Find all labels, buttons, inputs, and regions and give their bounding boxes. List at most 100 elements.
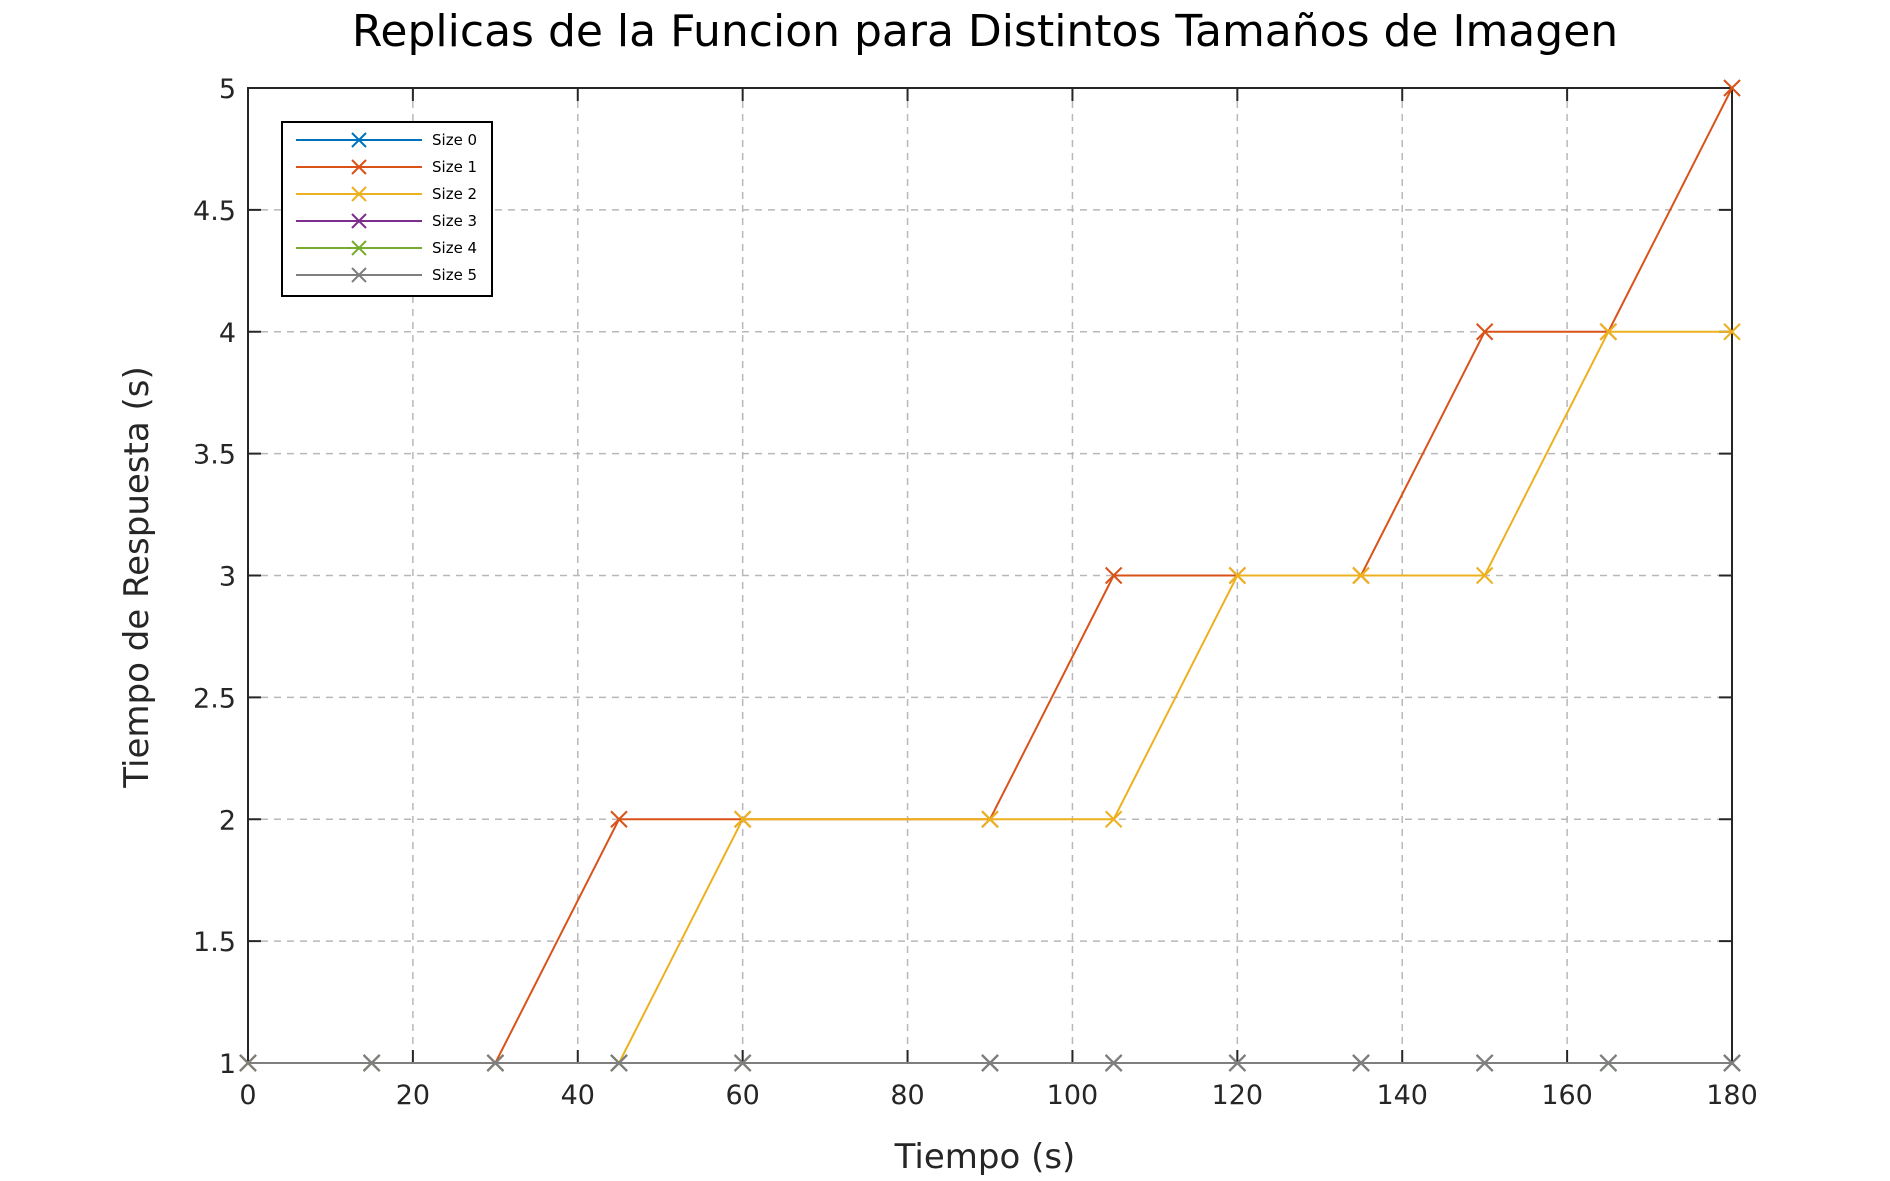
marker-stroke [733, 810, 752, 828]
marker-stroke [351, 159, 367, 175]
legend-marker [351, 159, 367, 175]
legend-item: Size 1 [296, 158, 477, 176]
legend-label: Size 2 [432, 185, 477, 203]
legend-item: Size 4 [296, 239, 477, 257]
marker-stroke [610, 1054, 628, 1072]
marker-stroke [351, 132, 367, 148]
x-tick-label: 160 [1541, 1080, 1593, 1111]
legend-item: Size 2 [296, 185, 477, 203]
y-tick-label: 4 [219, 318, 236, 349]
data-point [1475, 323, 1494, 341]
x-tick-label: 60 [725, 1080, 759, 1111]
x-tick-label: 140 [1376, 1080, 1428, 1111]
data-point [1104, 1054, 1123, 1072]
legend-marker [351, 213, 367, 229]
legend-label: Size 3 [432, 212, 477, 230]
marker-stroke [351, 267, 367, 283]
marker-stroke [981, 1054, 999, 1072]
x-tick-label: 180 [1706, 1080, 1758, 1111]
marker-stroke [1104, 810, 1123, 828]
x-axis-label: Tiempo (s) [894, 1137, 1076, 1177]
marker-stroke [981, 810, 999, 828]
data-point [733, 810, 752, 828]
legend-marker [351, 132, 367, 148]
y-tick-label: 3.5 [193, 440, 236, 471]
marker-stroke [351, 213, 367, 229]
y-axis-label: Tiempo de Respuesta (s) [117, 366, 157, 788]
legend: Size 0 Size 1 Size 2 Size 3 Size 4 Size 5 [281, 121, 493, 297]
data-point [1352, 566, 1370, 585]
marker-stroke [1475, 566, 1494, 585]
marker-stroke [1475, 1054, 1494, 1072]
x-tick-label: 0 [239, 1080, 256, 1111]
legend-marker [351, 240, 367, 256]
marker-stroke [351, 186, 367, 202]
legend-marker [351, 186, 367, 202]
data-point [1475, 1054, 1494, 1072]
marker-stroke [1599, 1054, 1618, 1072]
marker-stroke [362, 1054, 381, 1072]
data-point [610, 1054, 628, 1072]
x-tick-label: 120 [1212, 1080, 1264, 1111]
legend-label: Size 5 [432, 266, 477, 284]
data-point [1228, 566, 1247, 585]
marker-stroke [1723, 323, 1741, 341]
legend-label: Size 4 [432, 239, 477, 257]
chart-title: Replicas de la Funcion para Distintos Ta… [352, 6, 1618, 57]
data-point [1104, 810, 1123, 828]
y-tick-label: 5 [219, 74, 236, 105]
data-point [1723, 79, 1741, 97]
data-point [239, 1054, 257, 1072]
marker-stroke [486, 1054, 505, 1072]
y-tick-label: 3 [219, 562, 236, 593]
data-point [1599, 1054, 1618, 1072]
y-tick-label: 1 [219, 1049, 236, 1080]
legend-marker [351, 267, 367, 283]
data-point [981, 1054, 999, 1072]
data-point [1228, 1054, 1247, 1072]
data-point [981, 810, 999, 828]
marker-stroke [1599, 323, 1618, 341]
series-group [239, 79, 1741, 1072]
data-point [362, 1054, 381, 1072]
marker-stroke [1723, 79, 1741, 97]
marker-stroke [610, 810, 628, 828]
legend-box [281, 121, 493, 297]
marker-stroke [1723, 1054, 1741, 1072]
marker-stroke [1352, 566, 1370, 585]
x-tick-label: 20 [396, 1080, 430, 1111]
data-point [1723, 1054, 1741, 1072]
tick-labels: 0 20 40 60 80 100 120 140 160 180 1 1.5 2 2.5 3 3.5 4 4.5… [193, 74, 1758, 1111]
x-tick-label: 100 [1047, 1080, 1099, 1111]
marker-stroke [1104, 1054, 1123, 1072]
legend-item: Size 5 [296, 266, 477, 284]
marker-stroke [1352, 1054, 1370, 1072]
y-tick-label: 2 [219, 805, 236, 836]
data-point [1475, 566, 1494, 585]
y-tick-label: 2.5 [193, 683, 236, 714]
legend-item: Size 3 [296, 212, 477, 230]
data-point [486, 1054, 505, 1072]
legend-item: Size 0 [296, 131, 477, 149]
marker-stroke [351, 240, 367, 256]
y-tick-label: 4.5 [193, 196, 236, 227]
data-point [733, 1054, 752, 1072]
legend-label: Size 0 [432, 131, 477, 149]
x-tick-label: 40 [561, 1080, 595, 1111]
y-tick-label: 1.5 [193, 927, 236, 958]
data-point [1352, 1054, 1370, 1072]
data-point [1104, 566, 1123, 585]
x-tick-label: 80 [890, 1080, 924, 1111]
marker-stroke [1228, 566, 1247, 585]
series-5 [239, 1054, 1741, 1072]
marker-stroke [1475, 323, 1494, 341]
marker-stroke [1228, 1054, 1247, 1072]
data-point [1723, 323, 1741, 341]
legend-label: Size 1 [432, 158, 477, 176]
marker-stroke [239, 1054, 257, 1072]
marker-stroke [1104, 566, 1123, 585]
marker-stroke [733, 1054, 752, 1072]
data-point [1599, 323, 1618, 341]
data-point [610, 810, 628, 828]
